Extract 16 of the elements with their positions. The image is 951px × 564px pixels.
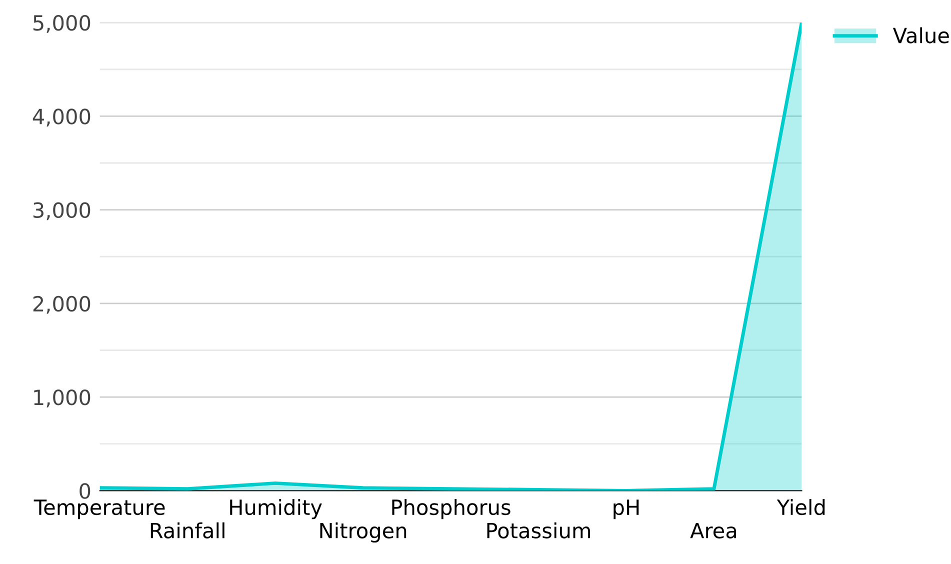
x-tick-label: Rainfall <box>150 522 224 538</box>
x-tick-label: Temperature <box>34 500 165 520</box>
x-tick-label: Yield <box>776 499 825 516</box>
x-tick-label: pH <box>614 500 639 520</box>
x-tick-label: Area <box>690 522 736 538</box>
y-tick-label: 3,000 <box>33 202 90 220</box>
x-tick-label: Humidity <box>230 499 322 520</box>
x-tick-label: Potassium <box>487 522 590 538</box>
x-tick-label: Phosphorus <box>392 499 510 520</box>
y-tick-label: 1,000 <box>34 390 90 408</box>
legend-label: Value <box>892 27 949 44</box>
y-tick-label: 2,000 <box>33 296 90 314</box>
y-tick-label: 4,000 <box>32 108 90 127</box>
y-tick-label: 0 <box>80 483 90 499</box>
x-tick-label: Nitrogen <box>320 522 406 543</box>
y-tick-label: 5,000 <box>33 15 90 33</box>
